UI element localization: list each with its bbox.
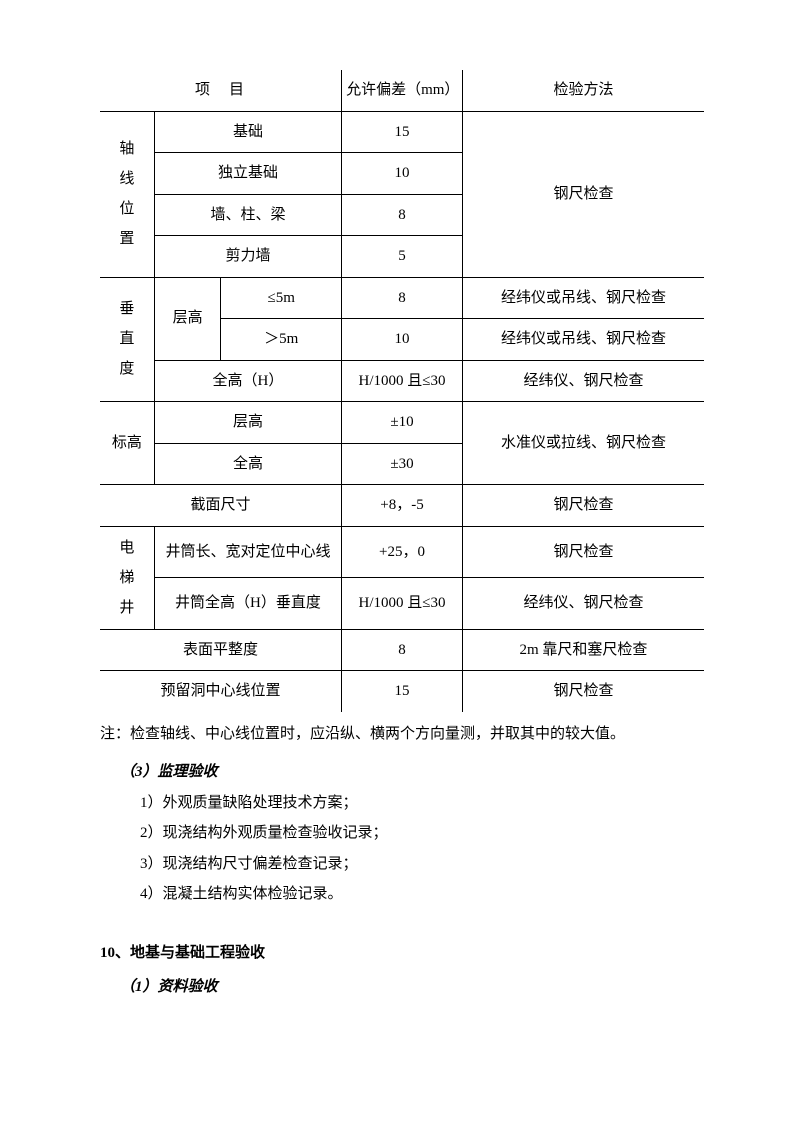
vertical-cond: ≤5m	[221, 277, 342, 319]
section-size-name: 截面尺寸	[100, 485, 342, 527]
vertical-full-name: 全高（H）	[154, 360, 341, 402]
vertical-cond: ＞5m	[221, 319, 342, 361]
axis-row-name: 剪力墙	[154, 236, 341, 278]
flatness-method: 2m 靠尺和塞尺检查	[462, 629, 704, 671]
vertical-val: 8	[342, 277, 463, 319]
elevator-row-val: H/1000 且≤30	[342, 578, 463, 630]
axis-row-val: 5	[342, 236, 463, 278]
elevation-method: 水准仪或拉线、钢尺检查	[462, 402, 704, 485]
axis-method: 钢尺检查	[462, 111, 704, 277]
reserved-hole-method: 钢尺检查	[462, 671, 704, 712]
reserved-hole-name: 预留洞中心线位置	[100, 671, 342, 712]
tolerance-table: 项 目 允许偏差（mm） 检验方法 轴线位置 基础 15 钢尺检查 独立基础 1…	[100, 70, 704, 712]
axis-row-name: 墙、柱、梁	[154, 194, 341, 236]
elevation-row-name: 层高	[154, 402, 341, 444]
elevation-row-val: ±10	[342, 402, 463, 444]
elevator-row-name: 井筒全高（H）垂直度	[154, 578, 341, 630]
elevator-row-name: 井筒长、宽对定位中心线	[154, 526, 341, 578]
sec3-item: 2）现浇结构外观质量检查验收记录；	[100, 819, 704, 848]
elevator-row-val: +25，0	[342, 526, 463, 578]
axis-row-name: 基础	[154, 111, 341, 153]
axis-label: 轴线位置	[100, 111, 154, 277]
header-method: 检验方法	[462, 70, 704, 111]
reserved-hole-val: 15	[342, 671, 463, 712]
section-10-sub: （1）资料验收	[100, 973, 704, 1002]
sec3-item: 1）外观质量缺陷处理技术方案；	[100, 789, 704, 818]
elevation-label: 标高	[100, 402, 154, 485]
section-size-val: +8，-5	[342, 485, 463, 527]
axis-row-val: 10	[342, 153, 463, 195]
vertical-method: 经纬仪或吊线、钢尺检查	[462, 319, 704, 361]
elevation-row-val: ±30	[342, 443, 463, 485]
flatness-name: 表面平整度	[100, 629, 342, 671]
sec3-item: 3）现浇结构尺寸偏差检查记录；	[100, 850, 704, 879]
elevation-row-name: 全高	[154, 443, 341, 485]
axis-row-name: 独立基础	[154, 153, 341, 195]
flatness-val: 8	[342, 629, 463, 671]
axis-row-val: 8	[342, 194, 463, 236]
section-size-method: 钢尺检查	[462, 485, 704, 527]
vertical-val: 10	[342, 319, 463, 361]
table-note: 注：检查轴线、中心线位置时，应沿纵、横两个方向量测，并取其中的较大值。	[100, 720, 704, 749]
header-item: 项 目	[100, 70, 342, 111]
sec3-item: 4）混凝土结构实体检验记录。	[100, 880, 704, 909]
elevator-label: 电梯井	[100, 526, 154, 629]
vertical-full-val: H/1000 且≤30	[342, 360, 463, 402]
section-3-title: （3）监理验收	[100, 758, 704, 787]
section-10-title: 10、地基与基础工程验收	[100, 939, 704, 968]
vertical-floor-label: 层高	[154, 277, 220, 360]
vertical-full-method: 经纬仪、钢尺检查	[462, 360, 704, 402]
elevator-row-method: 经纬仪、钢尺检查	[462, 578, 704, 630]
axis-row-val: 15	[342, 111, 463, 153]
header-tolerance: 允许偏差（mm）	[342, 70, 463, 111]
elevator-row-method: 钢尺检查	[462, 526, 704, 578]
vertical-label: 垂直度	[100, 277, 154, 402]
vertical-method: 经纬仪或吊线、钢尺检查	[462, 277, 704, 319]
